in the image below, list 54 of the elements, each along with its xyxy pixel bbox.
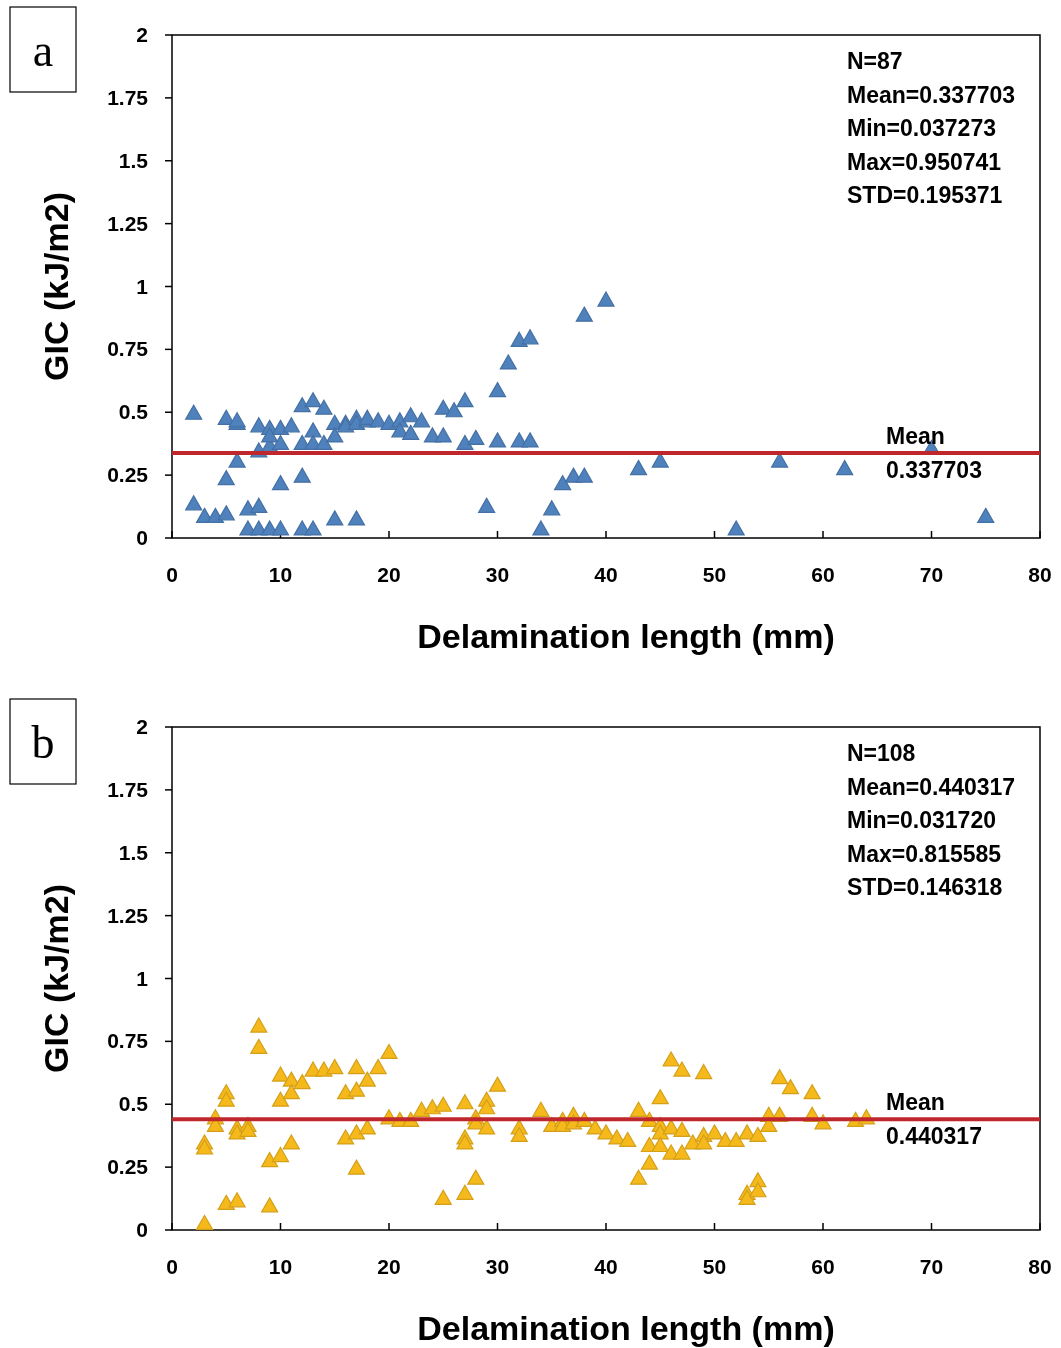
annotation: N=108 <box>847 740 916 766</box>
annotation: Min=0.031720 <box>847 807 996 833</box>
y-tick-label: 0.25 <box>107 1155 149 1179</box>
x-tick-label: 80 <box>1028 563 1052 586</box>
ref-line-label: Mean 0.337703 <box>886 423 982 484</box>
x-tick-label: 80 <box>1028 1255 1052 1278</box>
y-tick-label: 0.25 <box>107 463 149 487</box>
x-axis-title: Delamination length (mm) <box>417 617 835 655</box>
x-tick-label: 0 <box>166 1255 178 1278</box>
y-tick-label: 1.75 <box>107 85 149 109</box>
annotation: Mean=0.440317 <box>847 773 1016 800</box>
y-tick-label: 1.5 <box>118 840 149 864</box>
annotation: STD=0.195371 <box>847 182 1003 208</box>
x-tick-label: 10 <box>268 563 293 586</box>
y-tick-label: 2 <box>136 715 148 738</box>
y-tick-label: 0 <box>136 1218 148 1241</box>
y-tick-label: 0.5 <box>118 1092 149 1116</box>
chart-title: a <box>32 25 54 76</box>
x-tick-label: 0 <box>166 563 178 586</box>
x-tick-label: 40 <box>594 1255 618 1278</box>
x-tick-label: 60 <box>811 563 835 586</box>
x-tick-label: 60 <box>811 1255 835 1278</box>
y-tick-label: 0.75 <box>107 337 149 361</box>
x-tick-label: 40 <box>594 563 618 586</box>
x-tick-label: 70 <box>919 563 944 586</box>
y-tick-label: 1.5 <box>118 148 149 172</box>
annotation: Mean=0.337703 <box>847 81 1016 108</box>
x-tick-label: 30 <box>485 563 510 586</box>
x-tick-label: 50 <box>702 563 727 586</box>
ref-line-label: Mean 0.440317 <box>886 1089 982 1150</box>
y-tick-label: 1 <box>136 966 149 990</box>
x-tick-label: 20 <box>377 563 401 586</box>
y-tick-label: 1.25 <box>107 211 149 235</box>
x-tick-label: 70 <box>919 1255 944 1278</box>
x-axis-title: Delamination length (mm) <box>417 1309 835 1347</box>
x-tick-label: 10 <box>268 1255 293 1278</box>
y-tick-label: 0.5 <box>118 400 149 424</box>
x-tick-label: 50 <box>702 1255 727 1278</box>
y-tick-label: 1.75 <box>107 777 149 801</box>
y-tick-label: 0 <box>136 526 148 549</box>
y-axis-title: GIC (kJ/m2) <box>37 192 75 381</box>
y-axis-title: GIC (kJ/m2) <box>37 884 75 1073</box>
annotation: Max=0.950741 <box>847 148 1002 175</box>
y-tick-label: 2 <box>136 23 148 46</box>
chart-title: b <box>31 717 55 768</box>
x-tick-label: 30 <box>485 1255 510 1278</box>
annotation: Max=0.815585 <box>847 840 1002 867</box>
y-tick-label: 1.25 <box>107 903 149 927</box>
annotation: Min=0.037273 <box>847 115 996 141</box>
y-tick-label: 1 <box>136 274 149 298</box>
x-tick-label: 20 <box>377 1255 401 1278</box>
annotation: STD=0.146318 <box>847 874 1003 900</box>
y-tick-label: 0.75 <box>107 1029 149 1053</box>
annotation: N=87 <box>847 48 903 74</box>
